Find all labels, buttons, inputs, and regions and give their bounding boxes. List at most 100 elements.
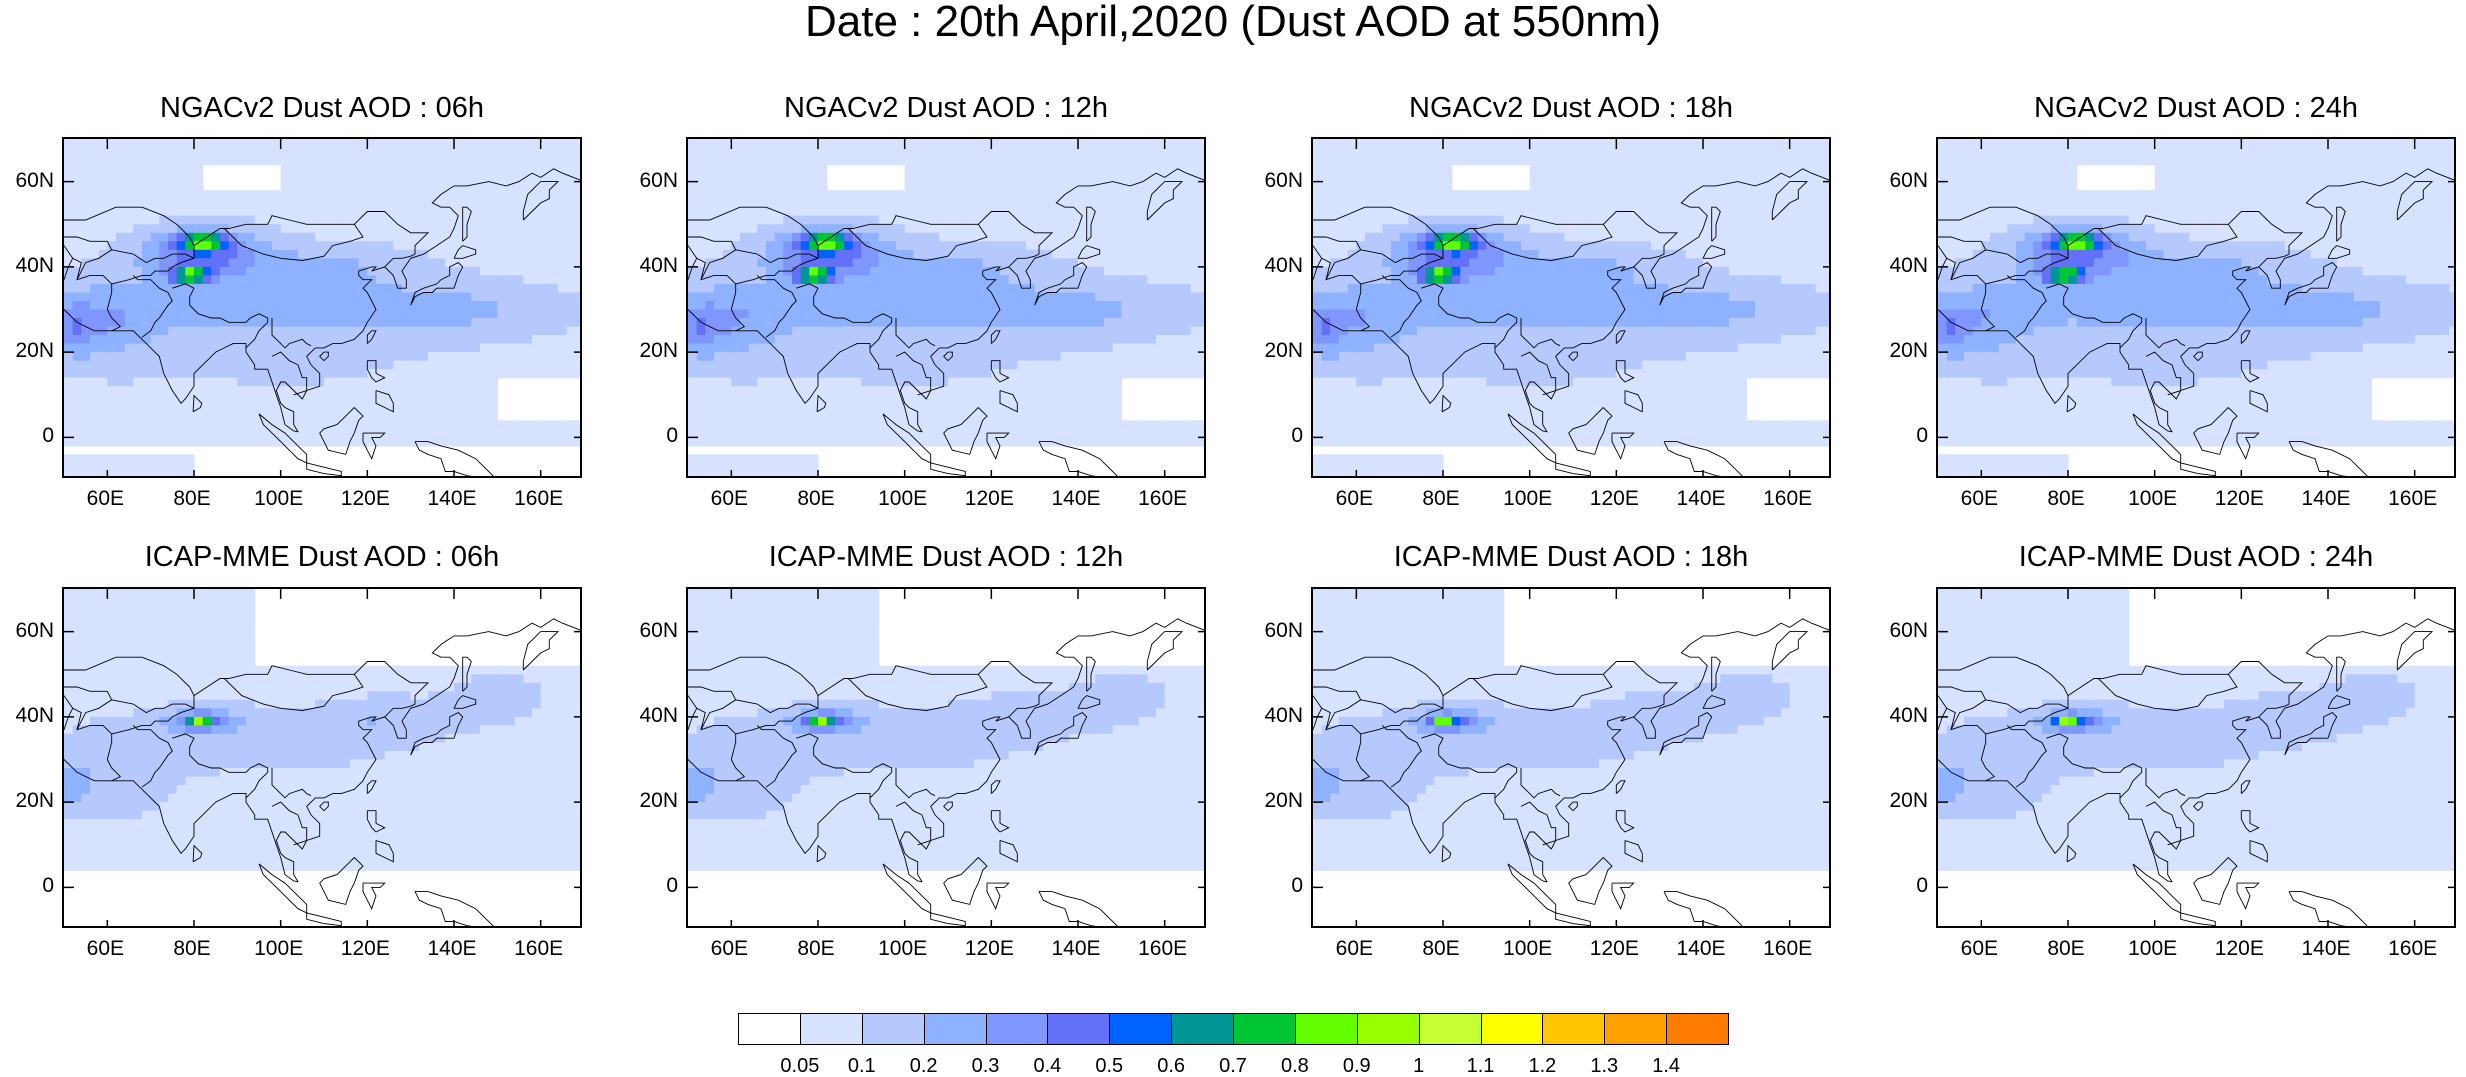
aod-map — [1938, 589, 2456, 928]
lon-tick-label: 60E — [694, 488, 764, 509]
lat-tick-label: 0 — [624, 875, 678, 896]
lat-tick-label: 20N — [624, 340, 678, 361]
colorbar-label: 0.8 — [1265, 1056, 1325, 1076]
lon-tick-label: 120E — [330, 938, 400, 959]
lat-tick-label: 0 — [1249, 875, 1303, 896]
lon-tick-label: 100E — [244, 938, 314, 959]
panel-title: ICAP-MME Dust AOD : 06h — [62, 543, 582, 572]
lon-tick-label: 80E — [2031, 488, 2101, 509]
map-panel — [1311, 137, 1831, 478]
map-panel — [1311, 587, 1831, 928]
lon-tick-label: 140E — [417, 938, 487, 959]
colorbar — [738, 1013, 1728, 1047]
colorbar-swatch — [1233, 1013, 1296, 1045]
lat-tick-label: 20N — [1874, 340, 1928, 361]
lon-tick-label: 160E — [504, 938, 574, 959]
lat-tick-label: 60N — [0, 620, 54, 641]
lat-tick-label: 20N — [1249, 790, 1303, 811]
lon-tick-label: 140E — [1666, 938, 1736, 959]
lat-tick-label: 60N — [1874, 170, 1928, 191]
lon-tick-label: 100E — [868, 938, 938, 959]
lat-tick-label: 40N — [1249, 705, 1303, 726]
lon-tick-label: 80E — [1406, 938, 1476, 959]
lon-tick-label: 60E — [1319, 488, 1389, 509]
lat-tick-label: 60N — [1874, 620, 1928, 641]
lat-tick-label: 0 — [624, 425, 678, 446]
aod-map — [1938, 139, 2456, 478]
lon-tick-label: 60E — [694, 938, 764, 959]
panel-title: ICAP-MME Dust AOD : 18h — [1311, 543, 1831, 572]
colorbar-swatch — [862, 1013, 925, 1045]
lon-tick-label: 100E — [244, 488, 314, 509]
colorbar-swatch — [1666, 1013, 1729, 1045]
lon-tick-label: 60E — [1319, 938, 1389, 959]
panel-title: NGACv2 Dust AOD : 06h — [62, 94, 582, 123]
lon-tick-label: 120E — [954, 488, 1024, 509]
map-panel — [62, 137, 582, 478]
lat-tick-label: 40N — [0, 255, 54, 276]
lon-tick-label: 60E — [70, 488, 140, 509]
panel-title: ICAP-MME Dust AOD : 24h — [1936, 543, 2456, 572]
lon-tick-label: 120E — [2204, 488, 2274, 509]
colorbar-swatch — [1419, 1013, 1482, 1045]
lat-tick-label: 0 — [1249, 425, 1303, 446]
lat-tick-label: 0 — [0, 425, 54, 446]
lon-tick-label: 140E — [1666, 488, 1736, 509]
lon-tick-label: 60E — [1944, 938, 2014, 959]
map-panel — [1936, 587, 2456, 928]
colorbar-swatch — [1604, 1013, 1667, 1045]
lat-tick-label: 20N — [1249, 340, 1303, 361]
lon-tick-label: 160E — [1128, 488, 1198, 509]
aod-map — [688, 139, 1206, 478]
aod-field — [688, 139, 1206, 478]
lat-tick-label: 20N — [1874, 790, 1928, 811]
colorbar-swatch — [1357, 1013, 1420, 1045]
lon-tick-label: 160E — [2378, 938, 2448, 959]
aod-map — [1313, 139, 1831, 478]
lon-tick-label: 140E — [1041, 488, 1111, 509]
lat-tick-label: 20N — [0, 790, 54, 811]
colorbar-label: 0.05 — [770, 1056, 830, 1076]
lon-tick-label: 80E — [1406, 488, 1476, 509]
panel-title: NGACv2 Dust AOD : 24h — [1936, 94, 2456, 123]
colorbar-label: 1.4 — [1636, 1056, 1696, 1076]
lon-tick-label: 160E — [1753, 938, 1823, 959]
main-title: Date : 20th April,2020 (Dust AOD at 550n… — [0, 0, 2466, 44]
lon-tick-label: 80E — [781, 938, 851, 959]
colorbar-label: 0.2 — [894, 1056, 954, 1076]
lat-tick-label: 60N — [624, 620, 678, 641]
lon-tick-label: 80E — [781, 488, 851, 509]
lon-tick-label: 140E — [417, 488, 487, 509]
lat-tick-label: 40N — [624, 705, 678, 726]
lon-tick-label: 160E — [504, 488, 574, 509]
map-panel — [1936, 137, 2456, 478]
map-panel — [686, 587, 1206, 928]
aod-field — [1313, 139, 1831, 478]
lat-tick-label: 20N — [0, 340, 54, 361]
lat-tick-label: 0 — [1874, 875, 1928, 896]
colorbar-label: 0.6 — [1141, 1056, 1201, 1076]
lon-tick-label: 160E — [2378, 488, 2448, 509]
colorbar-label: 0.4 — [1017, 1056, 1077, 1076]
colorbar-label: 1.2 — [1512, 1056, 1572, 1076]
lon-tick-label: 120E — [2204, 938, 2274, 959]
lon-tick-label: 140E — [2291, 488, 2361, 509]
colorbar-label: 1.1 — [1451, 1056, 1511, 1076]
lon-tick-label: 140E — [1041, 938, 1111, 959]
lat-tick-label: 60N — [1249, 170, 1303, 191]
lon-tick-label: 60E — [70, 938, 140, 959]
lat-tick-label: 60N — [624, 170, 678, 191]
lat-tick-label: 60N — [0, 170, 54, 191]
colorbar-swatch — [986, 1013, 1049, 1045]
colorbar-label: 1 — [1389, 1056, 1449, 1076]
aod-map — [1313, 589, 1831, 928]
lon-tick-label: 100E — [2118, 938, 2188, 959]
colorbar-swatch — [1109, 1013, 1172, 1045]
lon-tick-label: 140E — [2291, 938, 2361, 959]
lat-tick-label: 40N — [1249, 255, 1303, 276]
aod-field — [64, 139, 582, 478]
colorbar-swatch — [800, 1013, 863, 1045]
colorbar-swatch — [1295, 1013, 1358, 1045]
lon-tick-label: 60E — [1944, 488, 2014, 509]
lon-tick-label: 80E — [157, 488, 227, 509]
